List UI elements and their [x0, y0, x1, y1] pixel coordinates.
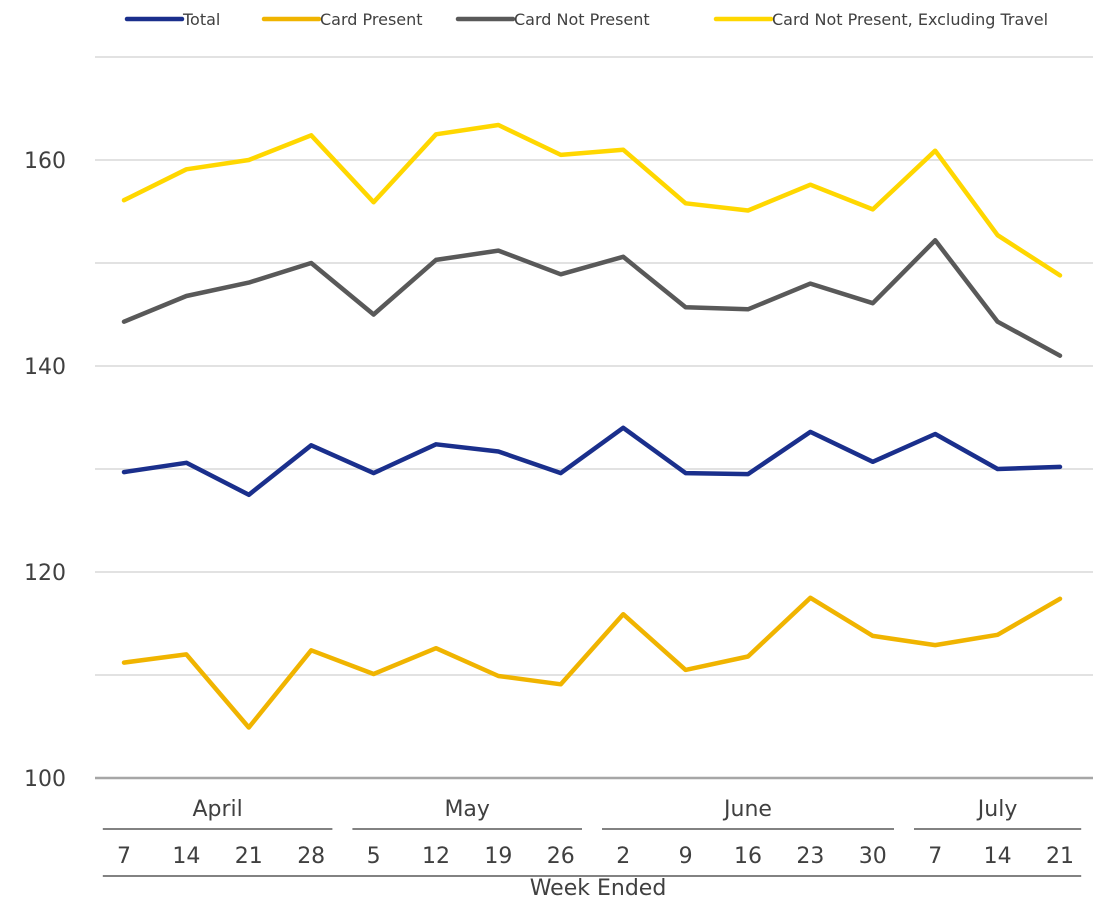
month-label: July: [976, 797, 1018, 822]
legend: Total Card Present Card Not Present Card No…: [124, 10, 1048, 29]
x-tick-label: 21: [1046, 844, 1074, 869]
x-tick-label: 5: [367, 844, 381, 869]
x-tick-label: 21: [235, 844, 263, 869]
y-tick-label: 160: [24, 149, 66, 174]
x-tick-label: 7: [117, 844, 131, 869]
legend-label: Card Not Present: [514, 10, 650, 29]
series-line-total: [121, 425, 1063, 498]
x-tick-label: 12: [422, 844, 450, 869]
series-line-card-not-present-excluding-travel: [121, 122, 1063, 278]
legend-label: Total: [182, 10, 220, 29]
x-tick-label: 28: [297, 844, 325, 869]
x-axis-title: Week Ended: [530, 876, 667, 901]
x-tick-label: 7: [928, 844, 942, 869]
y-tick-label: 100: [24, 767, 66, 792]
x-tick-label: 14: [172, 844, 200, 869]
series-line-card-present: [121, 595, 1063, 730]
month-label: May: [444, 797, 489, 822]
x-tick-label: 14: [984, 844, 1012, 869]
x-axis: April May June July 7 14 21 28 5 12 19 26 2 9 16 23 30 7 1…: [95, 776, 1093, 877]
gridlines: [95, 56, 1093, 676]
y-axis: 100 120 140 160: [24, 149, 66, 792]
series-lines: [121, 122, 1063, 730]
y-tick-label: 140: [24, 355, 66, 380]
legend-label: Card Not Present, Excluding Travel: [772, 10, 1048, 29]
x-tick-label: 19: [484, 844, 512, 869]
x-tick-label: 2: [616, 844, 630, 869]
series-line-card-not-present: [121, 238, 1063, 358]
x-tick-label: 23: [796, 844, 824, 869]
x-tick-label: 16: [734, 844, 762, 869]
y-tick-label: 120: [24, 561, 66, 586]
x-tick-label: 9: [679, 844, 693, 869]
month-label: April: [192, 797, 242, 822]
legend-label: Card Present: [320, 10, 423, 29]
x-tick-label: 26: [547, 844, 575, 869]
x-tick-label: 30: [859, 844, 887, 869]
month-label: June: [722, 797, 772, 822]
